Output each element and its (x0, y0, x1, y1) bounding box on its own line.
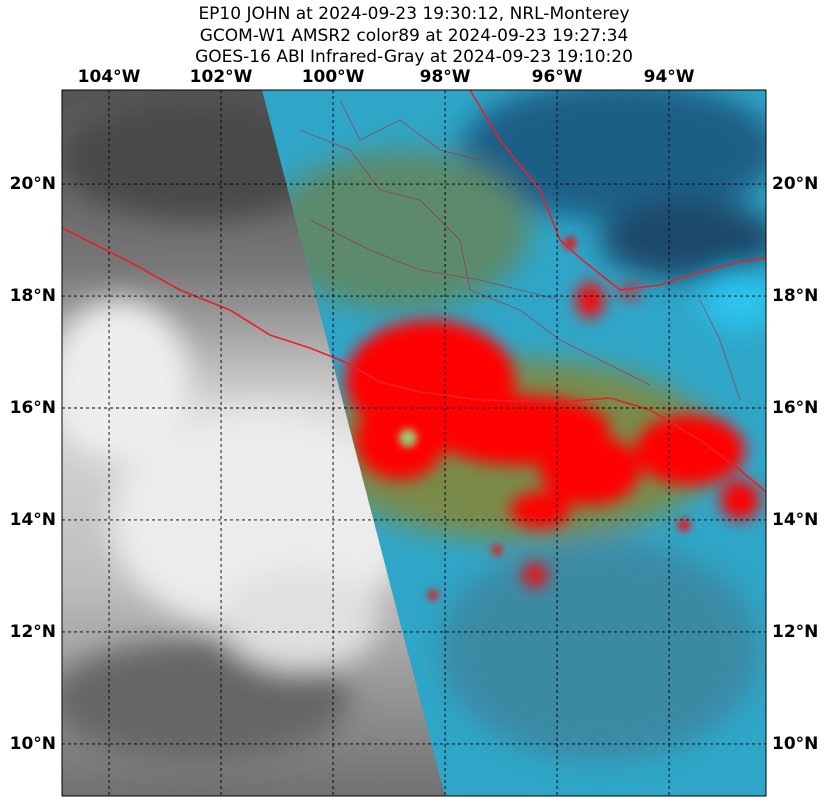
lon-label: 98°W (420, 67, 471, 87)
lat-label: 14°N (772, 510, 818, 530)
title-line: GCOM-W1 AMSR2 color89 at 2024-09-23 19:2… (200, 26, 629, 46)
lon-label: 94°W (644, 67, 695, 87)
lat-label: 10°N (10, 734, 56, 754)
title-line: EP10 JOHN at 2024-09-23 19:30:12, NRL-Mo… (198, 4, 629, 24)
lat-label: 10°N (772, 734, 818, 754)
lat-label: 18°N (10, 286, 56, 306)
coastline (62, 90, 766, 493)
lat-label: 16°N (772, 398, 818, 418)
lat-label: 12°N (772, 622, 818, 642)
lon-label: 104°W (78, 67, 141, 87)
borders (299, 99, 741, 401)
lat-label: 18°N (772, 286, 818, 306)
lon-label: 96°W (532, 67, 583, 87)
lat-label: 20°N (10, 174, 56, 194)
lon-label: 100°W (302, 67, 365, 87)
lat-label: 16°N (10, 398, 56, 418)
imagery (62, 90, 766, 796)
lat-label: 20°N (772, 174, 818, 194)
lat-label: 12°N (10, 622, 56, 642)
lat-label: 14°N (10, 510, 56, 530)
graticule (62, 90, 766, 796)
map-frame (61, 89, 767, 797)
title-line: GOES-16 ABI Infrared-Gray at 2024-09-23 … (195, 47, 633, 67)
lon-label: 102°W (190, 67, 253, 87)
